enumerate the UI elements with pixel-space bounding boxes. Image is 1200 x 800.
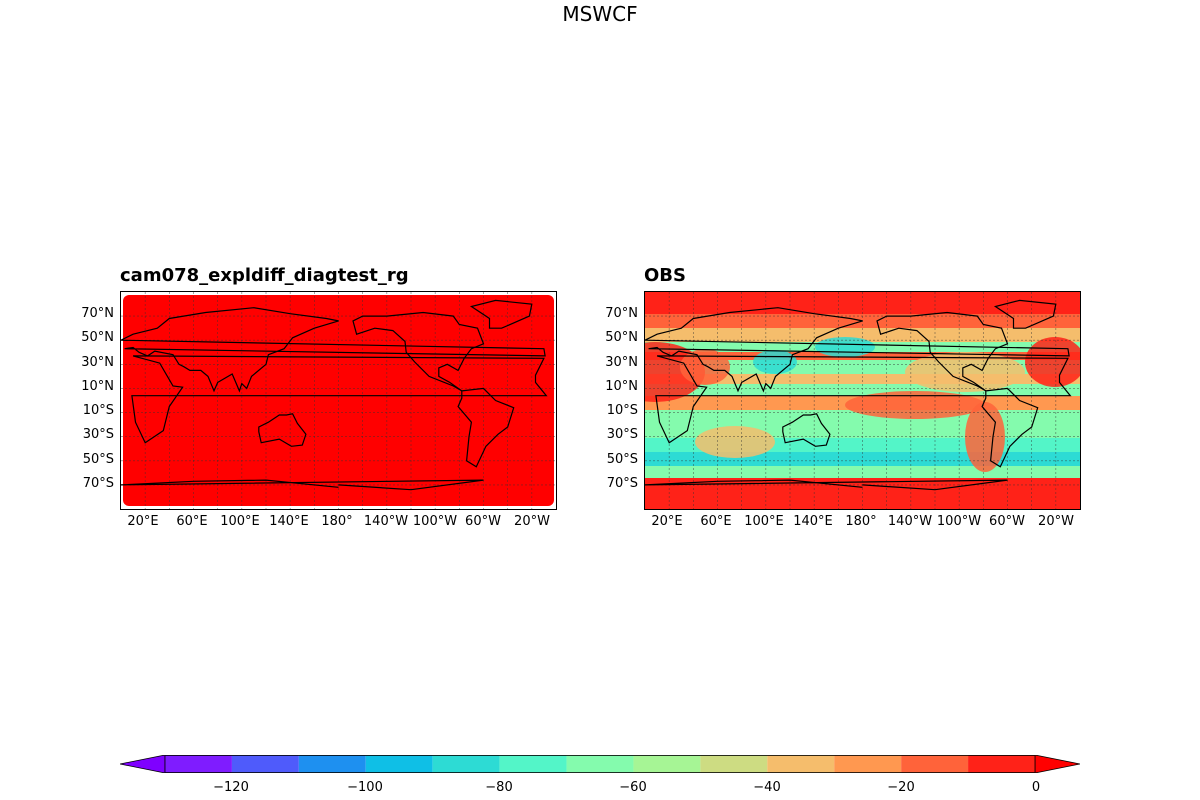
- field-band: [645, 292, 1080, 314]
- colorbar-extend-min: [119, 754, 166, 774]
- lat-label: 10°N: [605, 379, 638, 394]
- lat-label: 30°N: [605, 355, 638, 370]
- lon-label: 60°W: [465, 514, 501, 529]
- lat-label: 10°N: [81, 379, 114, 394]
- coastline: [121, 307, 546, 393]
- colorbar-extend-max: [1034, 754, 1081, 774]
- coastline: [645, 307, 1070, 393]
- lon-label: 20°E: [651, 514, 683, 529]
- colorbar-segment: [968, 755, 1035, 773]
- lat-label: 70°S: [606, 476, 638, 491]
- field-band: [645, 374, 1080, 384]
- lat-label: 30°N: [81, 355, 114, 370]
- lon-label: 140°W: [363, 514, 409, 529]
- colorbar-segment: [566, 755, 634, 773]
- lon-label: 140°E: [793, 514, 833, 529]
- coastline: [469, 299, 533, 329]
- lon-label: 100°E: [220, 514, 260, 529]
- right-panel-title: OBS: [644, 265, 686, 286]
- colorbar-segment: [432, 755, 500, 773]
- lat-label: 30°S: [606, 427, 638, 442]
- colorbar-tick-label: −60: [619, 780, 647, 795]
- lon-label: 100°E: [744, 514, 784, 529]
- colorbar-segment: [298, 755, 366, 773]
- lon-label: 20°W: [1038, 514, 1074, 529]
- field-blob: [965, 402, 1005, 472]
- lon-label: 60°E: [700, 514, 732, 529]
- lon-label: 60°W: [989, 514, 1025, 529]
- field-blob: [1025, 337, 1080, 387]
- lon-label: 140°E: [269, 514, 309, 529]
- colorbar-segment: [633, 755, 701, 773]
- left-map: [120, 291, 557, 510]
- colorbar-segment: [499, 755, 567, 773]
- lat-label: 70°S: [82, 476, 114, 491]
- lon-label: 20°W: [514, 514, 550, 529]
- left-panel-title: cam078_expldiff_diagtest_rg: [120, 265, 409, 286]
- colorbar-tick-label: −100: [347, 780, 383, 795]
- coastline: [993, 299, 1057, 329]
- lon-label: 20°E: [127, 514, 159, 529]
- lat-label: 10°S: [82, 403, 114, 418]
- lat-label: 70°N: [605, 306, 638, 321]
- lon-label: 180°: [321, 514, 353, 529]
- coastline: [782, 413, 831, 447]
- colorbar-tick-label: 0: [1031, 780, 1041, 795]
- colorbar-segment: [901, 755, 969, 773]
- field-blob: [695, 426, 775, 458]
- coastline: [258, 413, 307, 447]
- colorbar-tick-label: −80: [485, 780, 513, 795]
- lon-label: 140°W: [887, 514, 933, 529]
- coastline: [655, 355, 1072, 444]
- colorbar-segment: [365, 755, 433, 773]
- right-map: [644, 291, 1081, 510]
- lon-label: 100°W: [936, 514, 982, 529]
- colorbar-segment: [231, 755, 299, 773]
- colorbar-tick-label: −120: [213, 780, 249, 795]
- lat-label: 70°N: [81, 306, 114, 321]
- figure-title: MSWCF: [562, 2, 638, 26]
- coastline: [981, 387, 1039, 468]
- colorbar-segment: [700, 755, 768, 773]
- colorbar-segment: [767, 755, 835, 773]
- colorbar-segment: [165, 755, 232, 773]
- colorbar-tick-label: −20: [887, 780, 915, 795]
- lat-label: 30°S: [82, 427, 114, 442]
- lat-label: 50°N: [81, 330, 114, 345]
- lon-label: 60°E: [176, 514, 208, 529]
- colorbar-segment: [834, 755, 902, 773]
- colorbar-tick-label: −40: [753, 780, 781, 795]
- lat-label: 50°S: [82, 452, 114, 467]
- lat-label: 10°S: [606, 403, 638, 418]
- lat-label: 50°S: [606, 452, 638, 467]
- lon-label: 100°W: [412, 514, 458, 529]
- coastline: [121, 479, 484, 491]
- coastline: [131, 355, 548, 444]
- coastline: [645, 479, 1008, 491]
- field-band: [645, 328, 1080, 342]
- coastline: [457, 387, 515, 468]
- coastline: [876, 311, 1009, 392]
- lat-label: 50°N: [605, 330, 638, 345]
- field-blob: [680, 349, 730, 385]
- colorbar: [119, 754, 1081, 774]
- lon-label: 180°: [845, 514, 877, 529]
- field-blob: [845, 391, 985, 419]
- colorbar-border: [164, 755, 1036, 773]
- coastline: [352, 311, 485, 392]
